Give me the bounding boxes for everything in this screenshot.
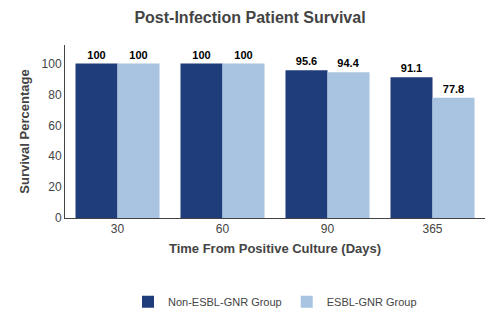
svg-text:20: 20: [48, 180, 62, 194]
svg-text:100: 100: [129, 49, 147, 61]
svg-text:94.4: 94.4: [337, 57, 359, 69]
svg-text:60: 60: [216, 222, 230, 236]
svg-text:100: 100: [234, 49, 252, 61]
svg-text:ESBL-GNR Group: ESBL-GNR Group: [327, 296, 417, 308]
svg-text:40: 40: [48, 149, 62, 163]
svg-text:30: 30: [111, 222, 125, 236]
svg-text:80: 80: [48, 88, 62, 102]
svg-text:Time From Positive Culture (Da: Time From Positive Culture (Days): [169, 241, 381, 256]
svg-text:Survival Percentage: Survival Percentage: [17, 69, 32, 193]
svg-text:60: 60: [48, 119, 62, 133]
svg-text:0: 0: [55, 211, 62, 225]
svg-text:95.6: 95.6: [296, 55, 317, 67]
svg-text:Non-ESBL-GNR Group: Non-ESBL-GNR Group: [168, 296, 282, 308]
svg-text:100: 100: [87, 49, 105, 61]
svg-text:365: 365: [422, 222, 442, 236]
svg-text:91.1: 91.1: [401, 62, 422, 74]
svg-text:100: 100: [42, 57, 62, 71]
svg-text:90: 90: [321, 222, 335, 236]
svg-text:Post-Infection Patient Surviva: Post-Infection Patient Survival: [134, 9, 365, 26]
svg-text:77.8: 77.8: [443, 83, 464, 95]
svg-text:100: 100: [192, 49, 210, 61]
